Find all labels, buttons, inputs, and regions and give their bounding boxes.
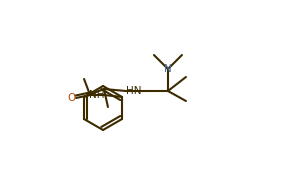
Text: N: N [164,64,172,74]
Text: HN: HN [126,86,141,96]
Text: NH: NH [88,90,104,100]
Text: O: O [68,93,76,103]
